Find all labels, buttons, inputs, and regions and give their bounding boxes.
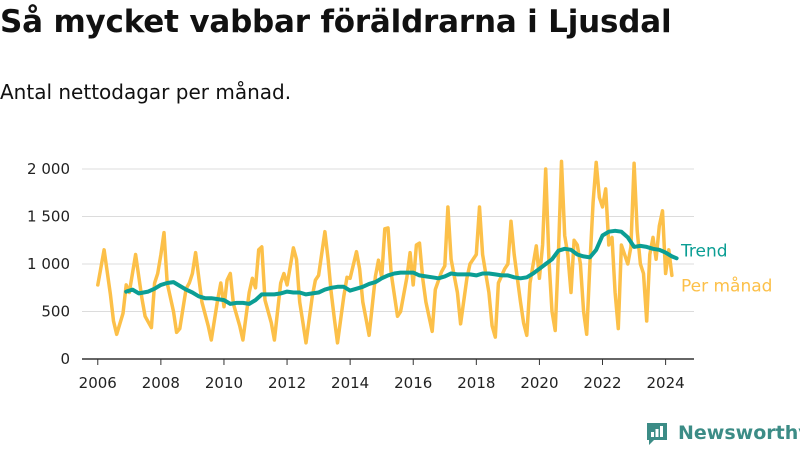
x-tick-label: 2010 <box>205 374 243 392</box>
series-lines <box>96 159 679 345</box>
chart-title: Så mycket vabbar föräldrarna i Ljusdal <box>0 4 672 40</box>
y-tick-label: 2 000 <box>27 160 70 178</box>
x-axis <box>82 358 694 365</box>
y-tick-label: 1 500 <box>27 208 70 226</box>
x-tick-label: 2014 <box>331 374 369 392</box>
series-line-monthly <box>96 159 674 345</box>
y-tick-label: 0 <box>60 350 70 368</box>
newsworthy-logo-icon <box>647 423 667 445</box>
x-tick-label: 2024 <box>647 374 685 392</box>
brand-name: Newsworthy <box>678 422 800 444</box>
x-tick-label: 2016 <box>394 374 432 392</box>
x-tick-label: 2022 <box>583 374 621 392</box>
x-axis-tick-labels: 2006 2008 2010 2012 2014 2016 2018 2020 2022 2024 <box>79 374 685 392</box>
x-tick-label: 2006 <box>79 374 117 392</box>
newsworthy-brand: Newsworthy <box>644 420 800 446</box>
y-axis-tick-labels: 0 500 1 000 1 500 2 000 <box>27 160 70 368</box>
y-tick-label: 1 000 <box>27 255 70 273</box>
chart-subtitle: Antal nettodagar per månad. <box>0 80 292 104</box>
x-tick-label: 2020 <box>520 374 558 392</box>
series-end-labels: Per månad Trend <box>680 241 772 296</box>
series-label-trend: Trend <box>680 241 728 261</box>
series-label-monthly: Per månad <box>681 275 772 296</box>
x-tick-label: 2018 <box>457 374 495 392</box>
y-tick-label: 500 <box>41 303 70 321</box>
x-tick-label: 2008 <box>142 374 180 392</box>
series-line-trend <box>124 228 679 306</box>
x-tick-label: 2012 <box>268 374 306 392</box>
